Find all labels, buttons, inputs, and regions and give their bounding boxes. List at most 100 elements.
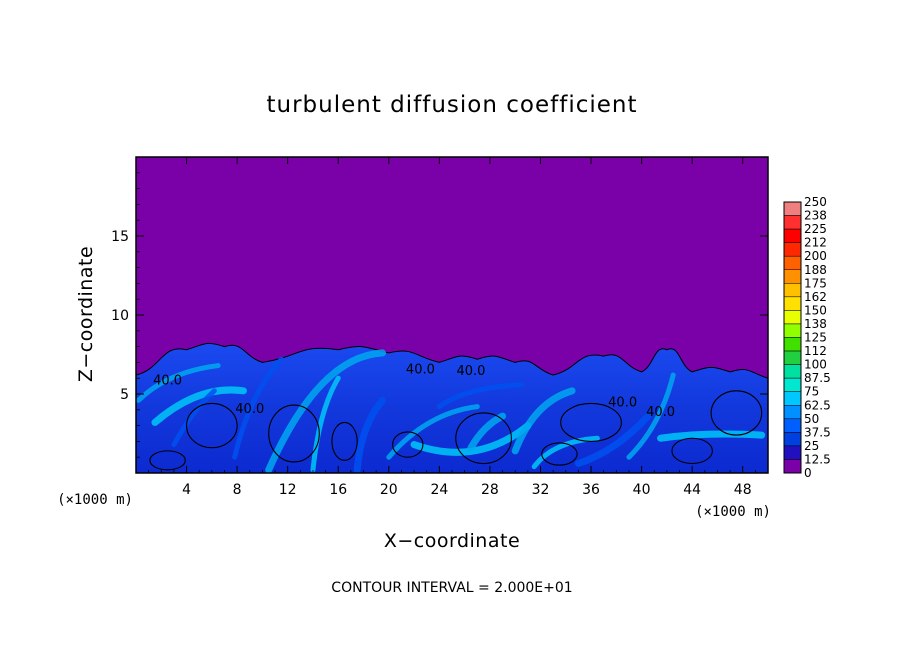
streak (436, 382, 525, 410)
colorbar-label: 150 (804, 303, 827, 317)
colorbar-swatch (783, 350, 802, 365)
colorbar-swatch (783, 215, 802, 230)
colorbar-label: 37.5 (804, 425, 831, 439)
x-tick-label: 16 (329, 482, 347, 498)
contour-label: 40.0 (608, 396, 637, 411)
contour-lines (149, 390, 763, 471)
x-tick-label: 24 (430, 482, 448, 498)
colorbar-swatch (783, 255, 802, 271)
colorbar-swatch (783, 445, 802, 460)
contour-line (268, 404, 320, 463)
colorbar-swatch (783, 337, 802, 352)
colorbar-label: 0 (804, 466, 812, 480)
streak (353, 396, 386, 474)
chart-title: turbulent diffusion coefficient (266, 92, 637, 118)
contour-label: 40.0 (235, 402, 264, 417)
colorbar-label: 162 (804, 290, 827, 304)
colorbar-label: 75 (804, 385, 819, 399)
contour-line (710, 390, 763, 436)
streak (410, 422, 532, 456)
x-tick-label: 28 (481, 482, 499, 498)
colorbar-label: 200 (804, 249, 827, 263)
x-unit-left: (×1000 m) (57, 492, 133, 508)
x-tick-label: 4 (182, 482, 191, 498)
contour-label: 40.0 (153, 374, 182, 389)
colorbar-label: 188 (804, 263, 827, 277)
streak (626, 372, 676, 460)
streak (136, 363, 221, 403)
colorbar-label: 212 (804, 236, 827, 250)
colorbar-swatch (783, 432, 802, 447)
colorbar-label: 100 (804, 358, 827, 372)
x-tick-label: 44 (683, 482, 701, 498)
contour-label: 40.0 (456, 364, 485, 379)
streak (171, 388, 217, 448)
colorbar-label: 12.5 (804, 452, 831, 466)
y-axis-label: Z−coordinate (75, 246, 97, 382)
x-tick-label: 8 (233, 482, 242, 498)
contour-label: 40.0 (646, 405, 675, 420)
y-tick-label: 10 (111, 308, 129, 324)
y-tick-label: 15 (111, 229, 129, 245)
colorbar-label: 238 (804, 209, 827, 223)
colorbar-swatch (783, 242, 802, 257)
streak (310, 375, 341, 473)
x-tick-label: 36 (582, 482, 600, 498)
streak (511, 387, 576, 455)
contour-line (671, 437, 713, 465)
colorbar-swatch (783, 201, 802, 216)
colorbar-label: 112 (804, 344, 827, 358)
streak (151, 386, 247, 426)
x-axis-label: X−coordinate (384, 530, 520, 552)
colorbar-swatch (783, 418, 802, 433)
colorbar-label: 25 (804, 439, 819, 453)
streak (232, 356, 284, 460)
contour-line (560, 402, 622, 442)
colorbar-swatch (783, 391, 802, 406)
colorbar-swatch (783, 405, 802, 420)
plot-area: 40.0 40.0 40.0 40.0 40.0 40.0 (135, 156, 769, 474)
streak (574, 412, 652, 468)
colorbar-swatch (783, 228, 802, 243)
colorbar-swatch (783, 323, 802, 338)
x-tick-label: 12 (279, 482, 297, 498)
contour-label: 40.0 (406, 362, 435, 377)
x-unit-right: (×1000 m) (695, 504, 771, 520)
colorbar-swatch (783, 283, 802, 298)
x-tick-label: 40 (633, 482, 651, 498)
contour-line (455, 412, 512, 465)
y-tick-label: 5 (120, 387, 129, 403)
contour-labels: 40.0 40.0 40.0 40.0 40.0 40.0 (153, 362, 675, 420)
contour-interval-note: CONTOUR INTERVAL = 2.000E+01 (331, 580, 572, 596)
colorbar-label: 50 (804, 412, 819, 426)
colorbar-label: 125 (804, 331, 827, 345)
colorbar-label: 87.5 (804, 371, 831, 385)
colorbar-swatch (783, 377, 802, 392)
streak (265, 349, 386, 474)
colorbar-swatch (783, 459, 802, 474)
contour-line (392, 431, 424, 458)
colorbar-frame (783, 201, 802, 474)
colorbar-label: 225 (804, 222, 827, 236)
colorbar-label: 250 (804, 195, 827, 209)
x-tick-label: 20 (380, 482, 398, 498)
x-tick-label: 32 (532, 482, 550, 498)
colorbar-swatch (783, 296, 802, 311)
colorbar-label: 175 (804, 276, 827, 290)
streak (386, 404, 480, 460)
colorbar-label: 62.5 (804, 398, 831, 412)
colorbar: 2502382252122001881751621501381251121008… (783, 195, 831, 480)
x-tick-label: 48 (734, 482, 752, 498)
high-value-streaks (136, 349, 766, 474)
contour-line (331, 421, 358, 461)
turbulent-layer (135, 342, 769, 474)
contour-line (186, 402, 238, 449)
contour-line (541, 442, 578, 466)
colorbar-swatch (783, 364, 802, 379)
streak (657, 430, 766, 442)
colorbar-label: 138 (804, 317, 827, 331)
colorbar-swatch (783, 269, 802, 284)
colorbar-swatch (783, 310, 802, 325)
x-axis-ticks: 4 8 12 16 20 24 28 32 36 40 44 48 (148, 157, 756, 498)
